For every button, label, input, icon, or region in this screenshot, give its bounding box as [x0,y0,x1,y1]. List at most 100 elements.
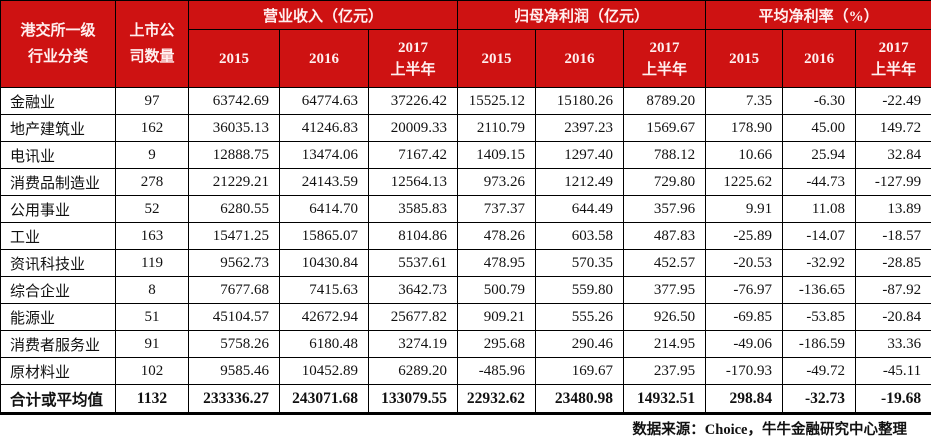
margin-2015-cell: 178.90 [705,114,784,142]
table-row: 电讯业 9 12888.75 13474.06 7167.42 1409.15 1297.4… [0,141,931,169]
revenue-2016-cell: 7415.63 [279,276,369,304]
header-group-revenue: 营业收入（亿元） [187,0,459,30]
margin-2015-cell: 298.84 [705,384,784,414]
company-count-cell: 102 [115,357,189,385]
total-row: 合计或平均值 1132 233336.27 243071.68 133079.55 229… [0,384,931,414]
revenue-2016-cell: 6180.48 [279,330,369,358]
profit-2017h1-cell: 237.95 [623,357,707,385]
table-row: 资讯科技业 119 9562.73 10430.84 5537.61 478.95 570.… [0,249,931,277]
margin-2015-cell: 10.66 [705,141,784,169]
industry-cell: 电讯业 [0,141,116,169]
margin-2017h1-cell: 33.36 [855,330,931,358]
profit-2016-cell: 15180.26 [535,87,625,115]
header-year-profit-2016: 2016 [535,29,625,88]
revenue-2016-cell: 15865.07 [279,222,369,250]
revenue-2015-cell: 9585.46 [188,357,280,385]
profit-2016-cell: 570.35 [535,249,625,277]
revenue-2015-cell: 63742.69 [188,87,280,115]
revenue-2017h1-cell: 3274.19 [367,330,459,358]
table-row: 公用事业 52 6280.55 6414.70 3585.83 737.37 644.49 3… [0,195,931,223]
company-count-cell: 9 [115,141,189,169]
margin-2017h1-cell: 13.89 [855,195,931,223]
industry-cell: 综合企业 [0,276,116,304]
company-count-cell: 97 [115,87,189,115]
profit-2016-cell: 559.80 [535,276,625,304]
revenue-2016-cell: 41246.83 [279,114,369,142]
margin-2016-cell: -14.07 [782,222,857,250]
profit-2015-cell: 15525.12 [457,87,537,115]
margin-2016-cell: -32.92 [782,249,857,277]
table-row: 地产建筑业 162 36035.13 41246.83 20009.33 2110.79 2… [0,114,931,142]
margin-2016-cell: 25.94 [782,141,857,169]
profit-2015-cell: 737.37 [457,195,537,223]
company-count-cell: 52 [115,195,189,223]
header-year-margin-2015: 2015 [705,29,784,88]
margin-2017h1-cell: 32.84 [855,141,931,169]
revenue-2016-cell: 6414.70 [279,195,369,223]
profit-2017h1-cell: 729.80 [623,168,707,196]
margin-2016-cell: -6.30 [782,87,857,115]
profit-2016-cell: 2397.23 [535,114,625,142]
industry-cell: 金融业 [0,87,116,115]
revenue-2015-cell: 12888.75 [188,141,280,169]
profit-2016-cell: 290.46 [535,330,625,358]
margin-2016-cell: -53.85 [782,303,857,331]
header-year-row: 2015 2016 2017 上半年 2015 2016 2017 上半年 2015… [1,29,931,88]
header-group-row: 港交所一级 行业分类 上市公 司数量 营业收入（亿元） 归母净利润（亿元） 平均… [0,0,931,88]
company-count-cell: 1132 [115,384,189,414]
table-row: 消费品制造业 278 21229.21 24143.59 12564.13 973.26 1… [0,168,931,196]
revenue-2016-cell: 10452.89 [279,357,369,385]
margin-2017h1-cell: -87.92 [855,276,931,304]
table-row: 金融业 97 63742.69 64774.63 37226.42 15525.12 151… [0,87,931,115]
margin-2017h1-cell: 149.72 [855,114,931,142]
margin-2015-cell: 1225.62 [705,168,784,196]
table-row: 工业 163 15471.25 15865.07 8104.86 478.26 603.58… [0,222,931,250]
revenue-2015-cell: 9562.73 [188,249,280,277]
profit-2016-cell: 169.67 [535,357,625,385]
industry-stats-table: 港交所一级 行业分类 上市公 司数量 营业收入（亿元） 归母净利润（亿元） 平均… [0,0,931,415]
profit-2016-cell: 1212.49 [535,168,625,196]
company-count-cell: 51 [115,303,189,331]
company-count-cell: 163 [115,222,189,250]
company-count-cell: 162 [115,114,189,142]
profit-2017h1-cell: 926.50 [623,303,707,331]
margin-2017h1-cell: -127.99 [855,168,931,196]
industry-cell: 公用事业 [0,195,116,223]
margin-2016-cell: 11.08 [782,195,857,223]
header-company-count: 上市公 司数量 [115,0,189,88]
data-source-note: 数据来源：Choice，牛牛金融研究中心整理 [632,422,907,438]
margin-2016-cell: -44.73 [782,168,857,196]
revenue-2015-cell: 36035.13 [188,114,280,142]
profit-2017h1-cell: 8789.20 [623,87,707,115]
header-group-profit: 归母净利润（亿元） [457,0,707,30]
industry-cell: 能源业 [0,303,116,331]
margin-2015-cell: -49.06 [705,330,784,358]
margin-2015-cell: 7.35 [705,87,784,115]
margin-2017h1-cell: -19.68 [855,384,931,414]
table-body: 金融业 97 63742.69 64774.63 37226.42 15525.12 151… [0,87,931,414]
revenue-2017h1-cell: 8104.86 [367,222,459,250]
profit-2017h1-cell: 788.12 [623,141,707,169]
industry-cell: 地产建筑业 [0,114,116,142]
profit-2016-cell: 1297.40 [535,141,625,169]
header-industry-line2: 行业分类 [27,49,88,65]
margin-2016-cell: -136.65 [782,276,857,304]
margin-2015-cell: -69.85 [705,303,784,331]
profit-2015-cell: 500.79 [457,276,537,304]
revenue-2015-cell: 5758.26 [188,330,280,358]
margin-2015-cell: -25.89 [705,222,784,250]
header-year-revenue-2017h1: 2017 上半年 [367,29,459,88]
profit-2015-cell: 478.26 [457,222,537,250]
revenue-2016-cell: 64774.63 [279,87,369,115]
revenue-2017h1-cell: 20009.33 [367,114,459,142]
company-count-cell: 91 [115,330,189,358]
profit-2017h1-cell: 214.95 [623,330,707,358]
revenue-2016-cell: 13474.06 [279,141,369,169]
profit-2015-cell: 295.68 [457,330,537,358]
revenue-2016-cell: 10430.84 [279,249,369,277]
margin-2015-cell: -76.97 [705,276,784,304]
profit-2017h1-cell: 14932.51 [623,384,707,414]
revenue-2016-cell: 24143.59 [279,168,369,196]
header-industry-line1: 港交所一级 [20,23,96,39]
margin-2017h1-cell: -45.11 [855,357,931,385]
